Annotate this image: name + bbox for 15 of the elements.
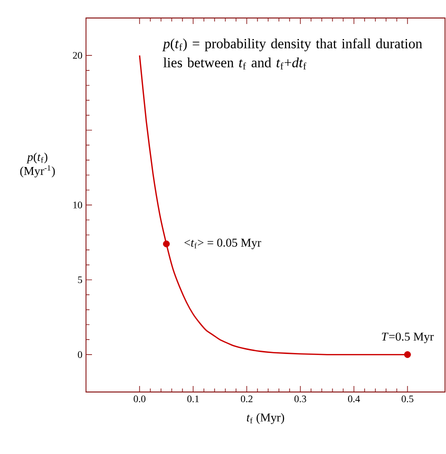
y-tick-label: 5: [78, 276, 82, 284]
x-axis-title: t$_{f}$ (Myr): [246, 413, 284, 424]
text: p(t$_{f}$) = probability density that infall duration lies between t$_{f}$ and t$_{f}$+dt$_{f}$: [162, 38, 422, 70]
x-tick-label: 0.4: [348, 396, 360, 402]
y-tick-label: 0: [78, 351, 82, 358]
y-tick-label: 20: [72, 52, 82, 59]
annotation: <t$_{f}$> = 0.05 Myr: [184, 238, 262, 250]
y-tick-label: 10: [73, 202, 82, 208]
x-tick-label: 0.5: [402, 396, 414, 402]
x-tick-label: 0.2: [240, 396, 252, 402]
x-tick-label: 0.1: [187, 396, 199, 402]
y-axis-title: p(t$_{f}$) (Myr$^{-1}$): [20, 152, 55, 178]
x-tick-label: 0.0: [134, 396, 146, 402]
x-tick-label: 0.3: [294, 396, 306, 402]
annotation: T=0.5 Myr: [382, 332, 434, 344]
